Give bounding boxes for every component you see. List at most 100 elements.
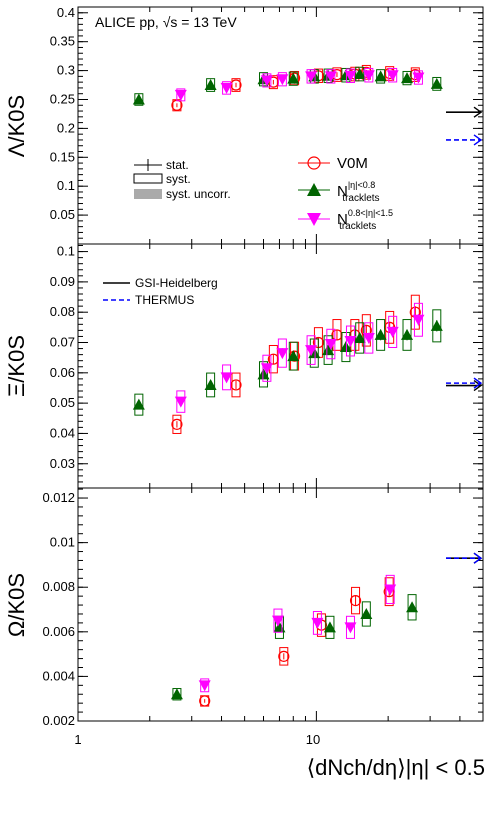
syst-box-v0m-xi xyxy=(332,319,342,351)
syst-box-v0m-xi xyxy=(410,294,420,330)
point-outer-lambda xyxy=(362,70,375,82)
syst-box-tracklets-xi xyxy=(206,372,216,398)
ylabel-lambda: Λ/K0S xyxy=(4,95,29,157)
legend-thermus-label: THERMUS xyxy=(135,293,194,307)
ytick-label-lambda: 0.3 xyxy=(57,63,75,78)
model-arrowhead-gsi-lambda xyxy=(473,106,483,118)
point-tracklets-xi xyxy=(430,319,443,331)
syst-box-tracklets-omega xyxy=(325,615,335,639)
point-outer-xi xyxy=(386,326,399,338)
point-tracklets-lambda xyxy=(204,79,217,91)
ylabel-xi: Ξ/K0S xyxy=(4,335,29,397)
point-tracklets-xi xyxy=(322,344,335,356)
point-v0m-omega xyxy=(199,695,211,707)
syst-box-v0m-lambda xyxy=(231,78,241,92)
point-tracklets-omega xyxy=(406,601,419,613)
ytick-label-lambda: 0.2 xyxy=(57,120,75,135)
ytick-label-lambda: 0.25 xyxy=(50,91,75,106)
syst-box-outer-omega xyxy=(200,678,210,693)
syst-box-outer-xi xyxy=(388,315,398,348)
syst-box-tracklets-xi xyxy=(258,361,268,388)
syst-box-tracklets-xi xyxy=(323,335,333,365)
legend-v0m-marker xyxy=(307,156,321,170)
point-outer-omega xyxy=(384,584,397,596)
xtick-label-10: 10 xyxy=(306,732,320,747)
point-outer-lambda xyxy=(220,82,233,94)
ytick-label-xi: 0.08 xyxy=(50,304,75,319)
ytick-label-lambda: 0.1 xyxy=(57,178,75,193)
syst-box-outer-xi xyxy=(345,325,355,357)
point-tracklets-lambda xyxy=(401,72,414,84)
ytick-label-xi: 0.03 xyxy=(50,456,75,471)
syst-box-tracklets-lambda xyxy=(402,70,412,86)
ytick-label-omega: 0.01 xyxy=(50,535,75,550)
legend-uncorr-label: syst. uncorr. xyxy=(166,187,231,201)
syst-box-v0m-omega xyxy=(384,577,394,607)
point-tracklets-xi xyxy=(339,341,352,353)
point-tracklets-xi xyxy=(132,398,145,410)
point-tracklets-omega xyxy=(360,607,373,619)
syst-box-tracklets-xi xyxy=(341,332,351,363)
syst-box-outer-xi xyxy=(364,322,374,354)
ylabel-omega: Ω/K0S xyxy=(4,573,29,637)
ytick-label-lambda: 0.05 xyxy=(50,207,75,222)
point-tracklets-xi xyxy=(287,350,300,362)
syst-box-tracklets-xi xyxy=(134,393,144,416)
point-outer-omega xyxy=(344,622,357,634)
xaxis-title: ⟨dNch/dη⟩|η| < 0.5 xyxy=(307,755,485,780)
syst-box-tracklets-xi xyxy=(432,309,442,343)
point-outer-xi xyxy=(276,348,289,360)
syst-box-outer-lambda xyxy=(222,81,232,95)
point-outer-xi xyxy=(324,339,337,351)
legend-uncertainties: stat. syst. syst. uncorr. xyxy=(133,158,231,201)
ytick-label-xi: 0.1 xyxy=(57,244,75,259)
point-outer-xi xyxy=(174,396,187,408)
point-outer-lambda xyxy=(276,74,289,86)
ytick-label-xi: 0.05 xyxy=(50,395,75,410)
legend-tracklets-label: N|η|<0.8 tracklets xyxy=(337,180,380,204)
syst-box-outer-lambda xyxy=(262,73,272,88)
point-v0m-xi xyxy=(171,418,183,430)
model-arrowhead-thermus-xi xyxy=(473,377,483,389)
syst-box-outer-omega xyxy=(385,574,395,605)
point-outer-xi xyxy=(305,345,318,357)
syst-box-v0m-xi xyxy=(361,314,371,347)
point-outer-omega xyxy=(271,615,284,627)
point-v0m-omega xyxy=(349,594,362,607)
ytick-label-xi: 0.09 xyxy=(50,274,75,289)
syst-box-outer-xi xyxy=(176,390,186,413)
syst-box-outer-xi xyxy=(413,302,423,337)
legend-stat-label: stat. xyxy=(166,158,189,172)
syst-box-tracklets-lambda xyxy=(206,78,216,92)
point-v0m-omega xyxy=(278,650,290,662)
model-arrowhead-thermus-lambda xyxy=(473,134,483,146)
point-outer-omega xyxy=(198,680,211,692)
point-outer-xi xyxy=(260,363,273,375)
ytick-label-omega: 0.012 xyxy=(42,490,75,505)
ytick-label-lambda: 0.15 xyxy=(50,149,75,164)
syst-box-tracklets-lambda xyxy=(355,66,365,82)
legend-selections: V0M N|η|<0.8 tracklets N0.8<|η|<1.5 trackl… xyxy=(298,155,393,232)
syst-box-outer-xi xyxy=(326,328,336,360)
legend-outer-marker xyxy=(307,213,321,226)
legend-tracklets-marker xyxy=(307,183,321,196)
point-outer-xi xyxy=(220,372,233,384)
syst-box-v0m-omega xyxy=(279,647,289,666)
syst-box-outer-lambda xyxy=(277,72,287,87)
point-outer-lambda xyxy=(324,71,337,83)
syst-box-v0m-xi xyxy=(172,414,182,434)
syst-box-tracklets-omega xyxy=(361,601,371,627)
point-outer-lambda xyxy=(174,89,187,101)
system-label: ALICE pp, √s = 13 TeV xyxy=(95,14,237,30)
point-outer-lambda xyxy=(344,70,357,82)
syst-box-outer-lambda xyxy=(388,67,398,83)
panel-frame-omega xyxy=(77,487,484,722)
point-tracklets-xi xyxy=(257,368,270,380)
ytick-label-xi: 0.07 xyxy=(50,335,75,350)
ytick-label-xi: 0.04 xyxy=(50,425,75,440)
panel-frame-lambda xyxy=(77,6,484,245)
point-outer-xi xyxy=(344,335,357,347)
syst-box-outer-xi xyxy=(262,354,272,382)
syst-box-outer-lambda xyxy=(413,70,423,85)
syst-box-outer-lambda xyxy=(345,68,355,84)
